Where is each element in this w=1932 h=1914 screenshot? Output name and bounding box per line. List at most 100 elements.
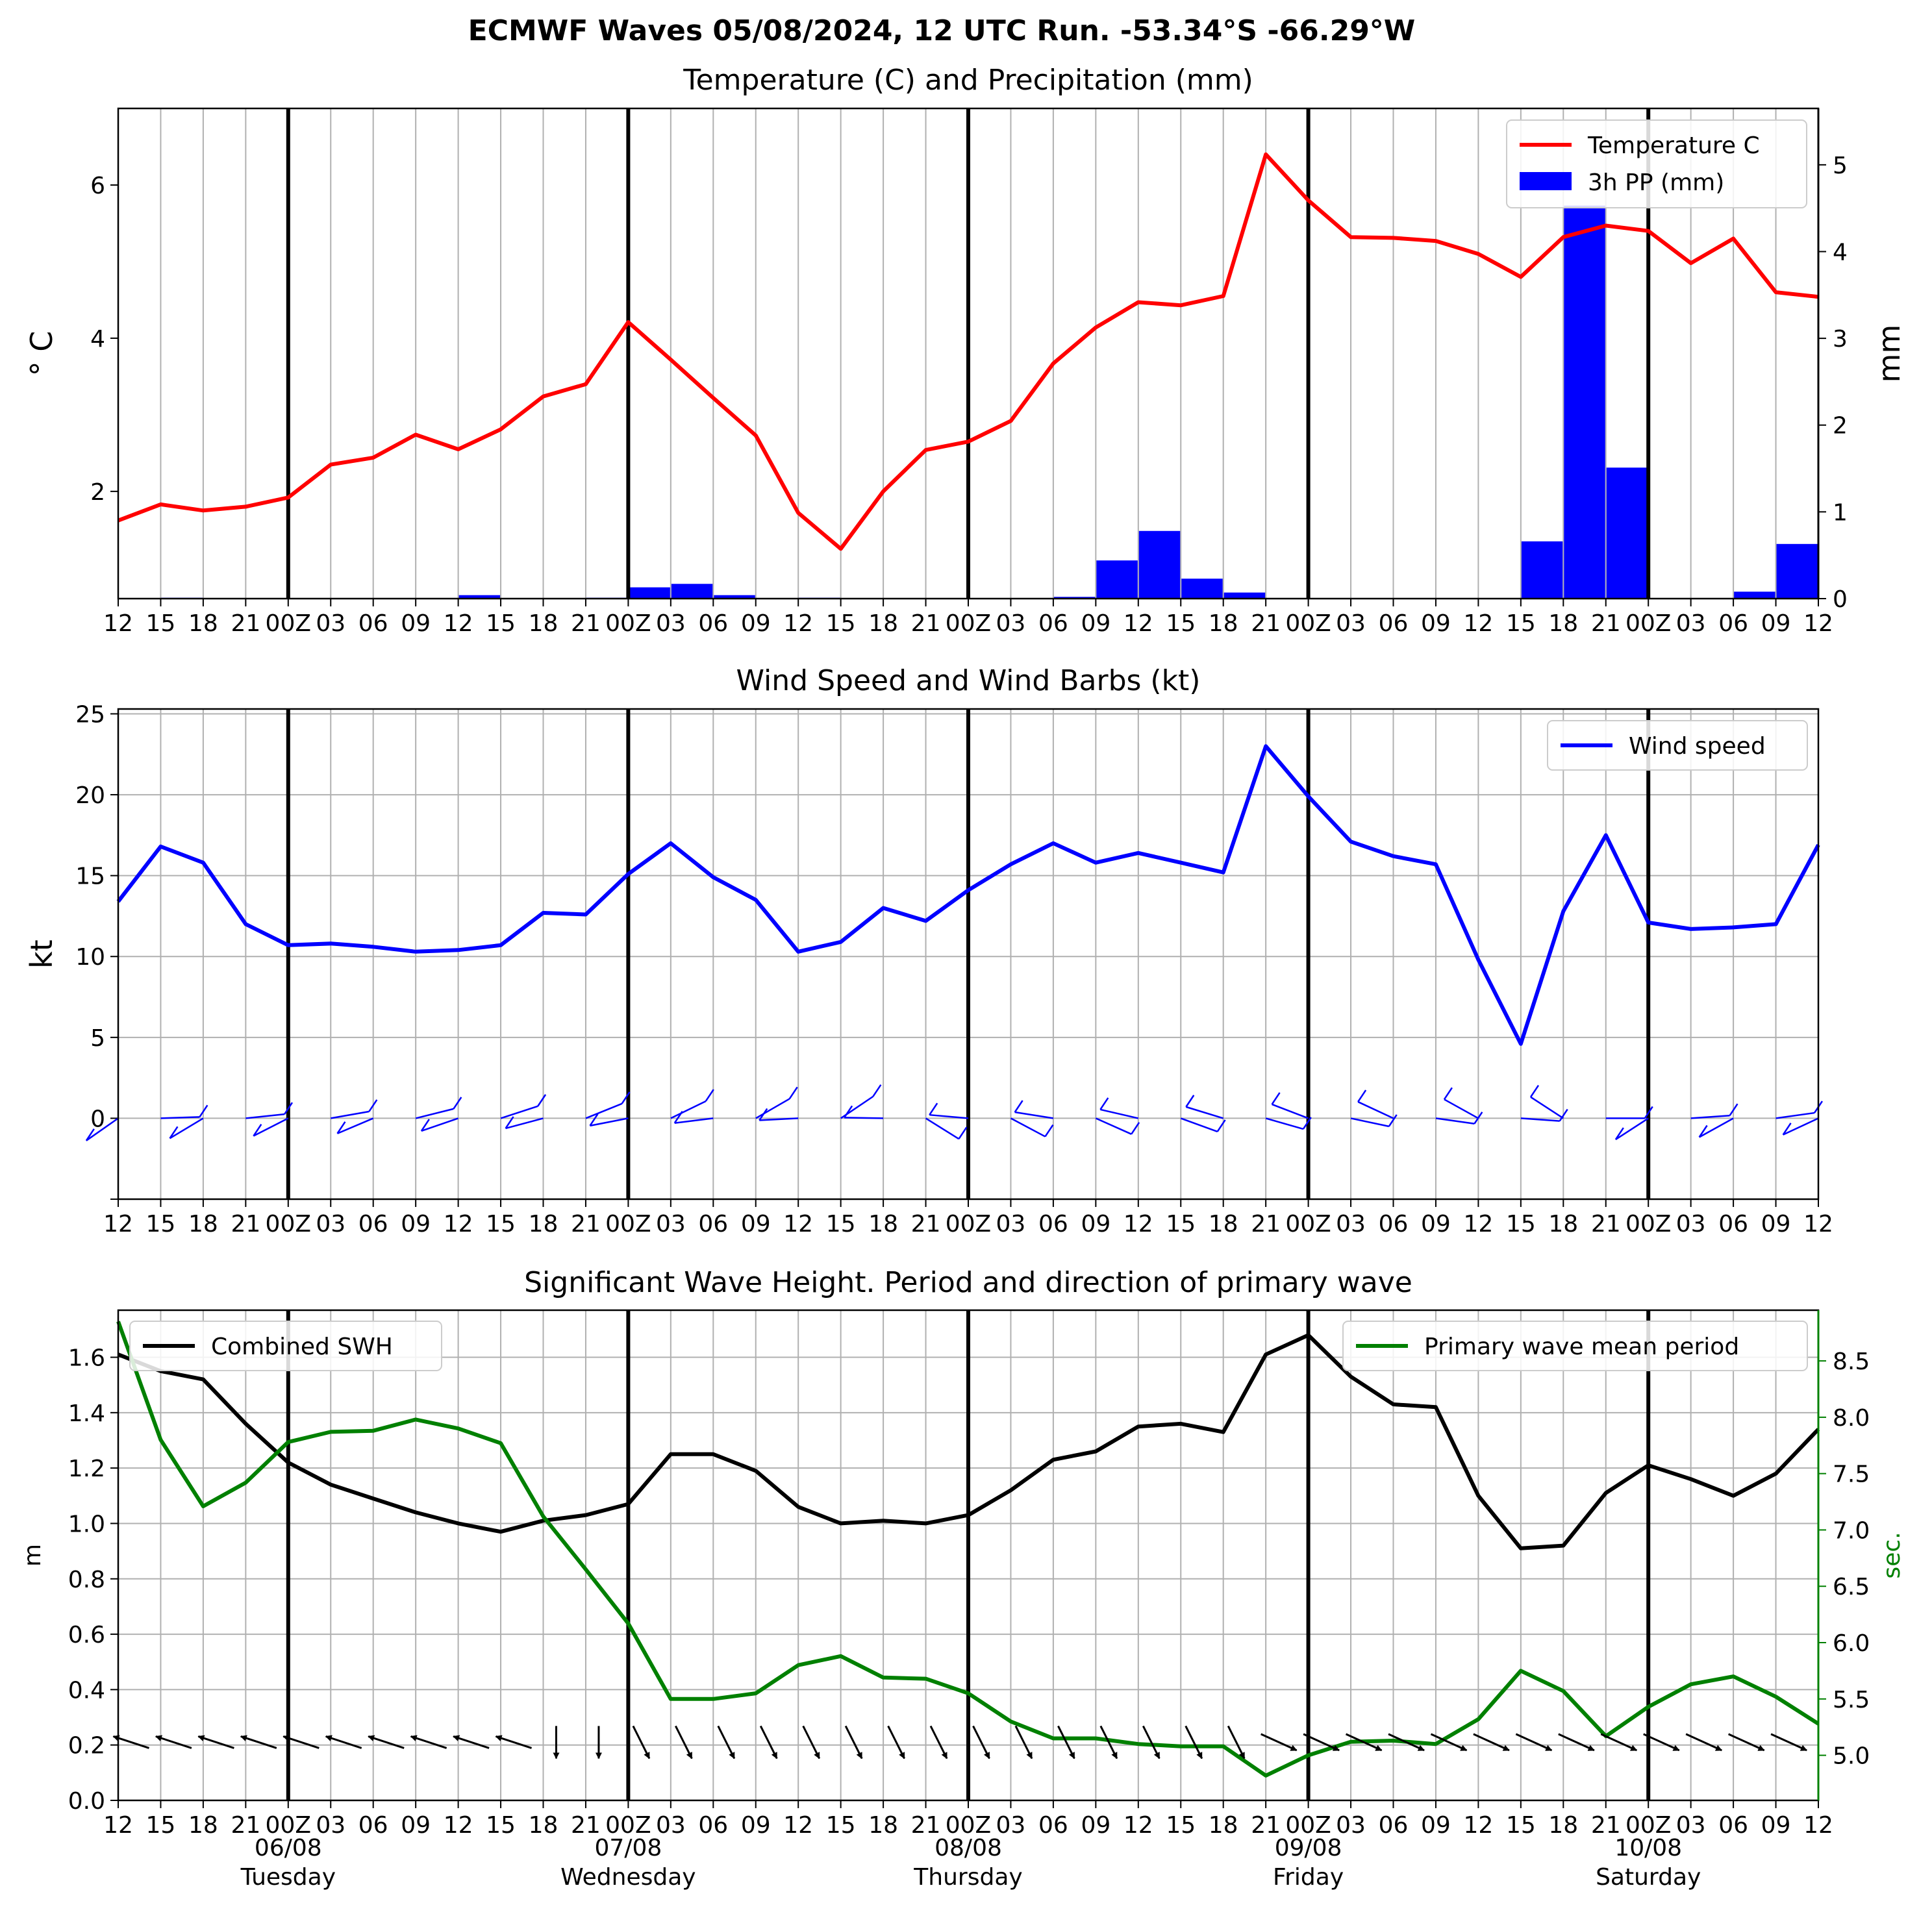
x-tick-label: 15: [146, 610, 176, 637]
y-tick-label: 0: [90, 1106, 105, 1132]
day-date-label: 09/08: [1275, 1835, 1342, 1861]
wind-barb-flag: [1698, 1125, 1708, 1138]
x-tick-label: 09: [401, 1211, 431, 1237]
x-tick-label: 12: [103, 610, 133, 637]
x-tick-label: 12: [1803, 1211, 1833, 1237]
x-tick-label: 06: [358, 610, 388, 637]
wind-barb-flag: [336, 1121, 346, 1134]
wave-direction-arrow: [155, 1735, 192, 1749]
x-tick-label: 21: [571, 1812, 601, 1839]
wave-direction-arrow: [1388, 1733, 1425, 1752]
y-tick-label-right: 7.0: [1833, 1517, 1870, 1544]
wind-barb-flag: [1782, 1123, 1792, 1136]
wind-barb-flag: [844, 1105, 853, 1119]
x-tick-label: 09: [1761, 610, 1791, 637]
x-tick-label: 03: [656, 1812, 686, 1839]
x-tick-label: 15: [826, 610, 856, 637]
wind-barb-flag: [199, 1104, 208, 1118]
x-tick-label: 09: [1421, 1812, 1451, 1839]
precip-bar: [1521, 541, 1563, 599]
x-tick-label: 06: [1379, 1211, 1409, 1237]
x-tick-label: 00Z: [1285, 1211, 1331, 1237]
wave-direction-arrow: [675, 1725, 693, 1759]
y-axis-label-right: sec.: [1879, 1532, 1905, 1578]
x-tick-label: 21: [911, 1812, 941, 1839]
wind-barb: [169, 1117, 204, 1139]
precip-bar: [1606, 467, 1648, 599]
wind-barb-flag: [872, 1084, 882, 1097]
x-tick-label: 15: [1166, 1812, 1196, 1839]
legend-label: 3h PP (mm): [1588, 169, 1724, 196]
y-tick-label: 1.2: [68, 1456, 105, 1482]
x-tick-label: 09: [1421, 610, 1451, 637]
wind-barb-flag: [1443, 1087, 1453, 1100]
x-tick-label: 21: [1591, 1211, 1621, 1237]
x-tick-label: 06: [1718, 1211, 1748, 1237]
wind-barb-flag: [673, 1111, 683, 1124]
wave-direction-arrow: [1600, 1733, 1638, 1752]
x-tick-label: 18: [188, 610, 218, 637]
x-tick-label: 06: [1718, 1812, 1748, 1839]
y-axis-label: ° C: [24, 331, 59, 377]
legend-swatch-precip: [1520, 172, 1572, 190]
wind-barb-flag: [1131, 1122, 1140, 1135]
wind-barb-flag: [1099, 1097, 1109, 1110]
wind-barb-flag: [169, 1126, 179, 1139]
series-line: [117, 152, 1819, 551]
x-tick-label: 18: [1209, 1812, 1238, 1839]
series-line: [117, 1333, 1820, 1550]
precip-bar: [1096, 560, 1138, 599]
series-line: [116, 1321, 1820, 1778]
x-tick-label: 12: [1463, 1812, 1493, 1839]
wind-barb-flag: [705, 1089, 714, 1102]
x-tick-label: 21: [231, 1812, 260, 1839]
day-date-label: 08/08: [935, 1835, 1002, 1861]
precip-bar: [1776, 543, 1818, 599]
wind-barb: [331, 1110, 370, 1119]
y-tick-label: 25: [75, 701, 105, 728]
wind-barb-flag: [1729, 1103, 1738, 1116]
wind-barb: [1520, 1117, 1560, 1122]
wind-barb: [336, 1117, 374, 1135]
x-tick-label: 09: [1761, 1211, 1791, 1237]
wave-direction-arrow: [282, 1735, 320, 1749]
x-tick-label: 00Z: [266, 1812, 311, 1839]
x-tick-label: 00Z: [605, 610, 651, 637]
y-tick-label-right: 6.5: [1833, 1574, 1870, 1600]
x-tick-label: 03: [656, 610, 686, 637]
x-tick-label: 15: [1506, 1211, 1536, 1237]
wind-barb: [1185, 1106, 1224, 1119]
wind-barb: [160, 1116, 200, 1119]
y-tick-label: 0.6: [68, 1622, 105, 1648]
x-tick-label: 06: [1379, 610, 1409, 637]
y-tick-label: 0.8: [68, 1567, 105, 1593]
wind-barb: [1265, 1117, 1304, 1130]
wind-barb-flag: [958, 1126, 968, 1139]
legend-box: [1547, 720, 1808, 771]
y-tick-label: 0.2: [68, 1733, 105, 1759]
precip-bar: [714, 595, 755, 599]
x-tick-label: 09: [741, 610, 771, 637]
wind-barb-flag: [1185, 1095, 1195, 1108]
legend-box: [1342, 1321, 1808, 1371]
x-tick-label: 12: [1123, 1812, 1153, 1839]
wind-barb-flag: [505, 1116, 514, 1129]
wind-barb-flag: [1529, 1085, 1540, 1098]
x-tick-label: 21: [571, 610, 601, 637]
panel-title: Significant Wave Height. Period and dire…: [524, 1266, 1412, 1299]
x-tick-label: 15: [1166, 610, 1196, 637]
wave-direction-arrow: [632, 1725, 651, 1759]
legend-box: [129, 1321, 442, 1371]
x-tick-label: 00Z: [605, 1812, 651, 1839]
wave-direction-arrow: [1558, 1733, 1595, 1752]
x-tick-label: 03: [1676, 610, 1706, 637]
wind-barb-flag: [589, 1113, 599, 1126]
wind-barb: [1699, 1117, 1734, 1138]
x-tick-label: 15: [146, 1211, 176, 1237]
wind-barb: [1435, 1117, 1475, 1125]
x-tick-label: 18: [1548, 1812, 1578, 1839]
x-tick-label: 00Z: [946, 1211, 991, 1237]
x-tick-label: 21: [1251, 1211, 1281, 1237]
x-tick-label: 12: [444, 1812, 473, 1839]
wave-direction-arrow: [759, 1725, 778, 1759]
